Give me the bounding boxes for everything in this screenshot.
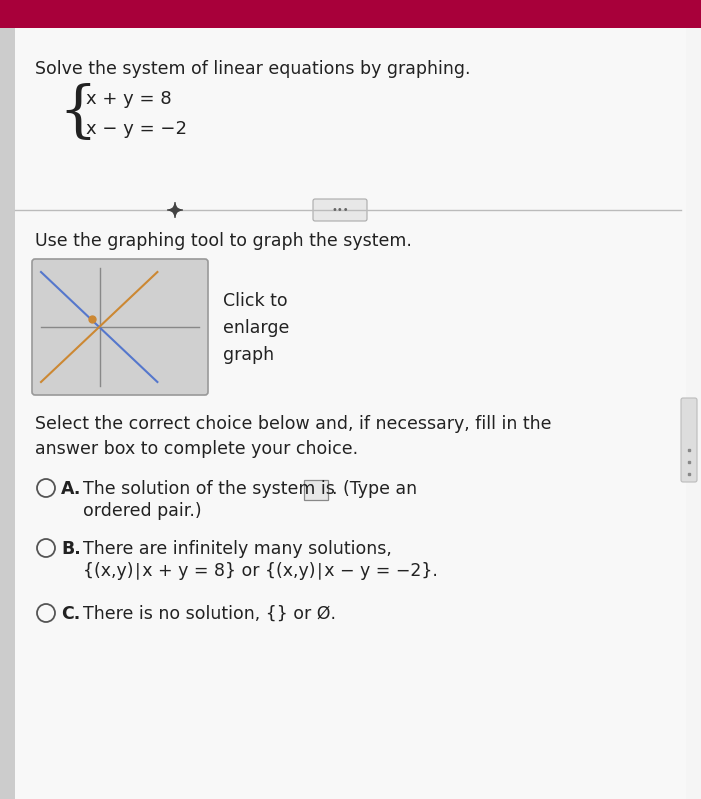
Text: There is no solution, {} or Ø.: There is no solution, {} or Ø. — [83, 605, 336, 623]
Text: ordered pair.): ordered pair.) — [83, 502, 202, 520]
Text: Select the correct choice below and, if necessary, fill in the: Select the correct choice below and, if … — [35, 415, 552, 433]
Text: {(x,y)∣x + y = 8} or {(x,y)∣x − y = −2}.: {(x,y)∣x + y = 8} or {(x,y)∣x − y = −2}. — [83, 562, 438, 580]
FancyBboxPatch shape — [0, 0, 701, 28]
Text: Use the graphing tool to graph the system.: Use the graphing tool to graph the syste… — [35, 232, 412, 250]
Text: {: { — [58, 83, 97, 143]
Text: The solution of the system is: The solution of the system is — [83, 480, 335, 498]
Text: Solve the system of linear equations by graphing.: Solve the system of linear equations by … — [35, 60, 470, 78]
Text: enlarge: enlarge — [223, 319, 290, 337]
Text: B.: B. — [61, 540, 81, 558]
Text: A.: A. — [61, 480, 81, 498]
FancyBboxPatch shape — [304, 480, 328, 500]
Text: graph: graph — [223, 346, 274, 364]
Text: There are infinitely many solutions,: There are infinitely many solutions, — [83, 540, 392, 558]
FancyBboxPatch shape — [32, 259, 208, 395]
Text: •••: ••• — [331, 205, 349, 215]
FancyBboxPatch shape — [313, 199, 367, 221]
Text: . (Type an: . (Type an — [332, 480, 417, 498]
Text: C.: C. — [61, 605, 80, 623]
Text: answer box to complete your choice.: answer box to complete your choice. — [35, 440, 358, 458]
Text: x + y = 8: x + y = 8 — [86, 90, 172, 108]
FancyBboxPatch shape — [15, 28, 686, 799]
FancyBboxPatch shape — [0, 28, 15, 799]
Text: Click to: Click to — [223, 292, 287, 310]
Text: x − y = −2: x − y = −2 — [86, 120, 187, 138]
FancyBboxPatch shape — [681, 398, 697, 482]
